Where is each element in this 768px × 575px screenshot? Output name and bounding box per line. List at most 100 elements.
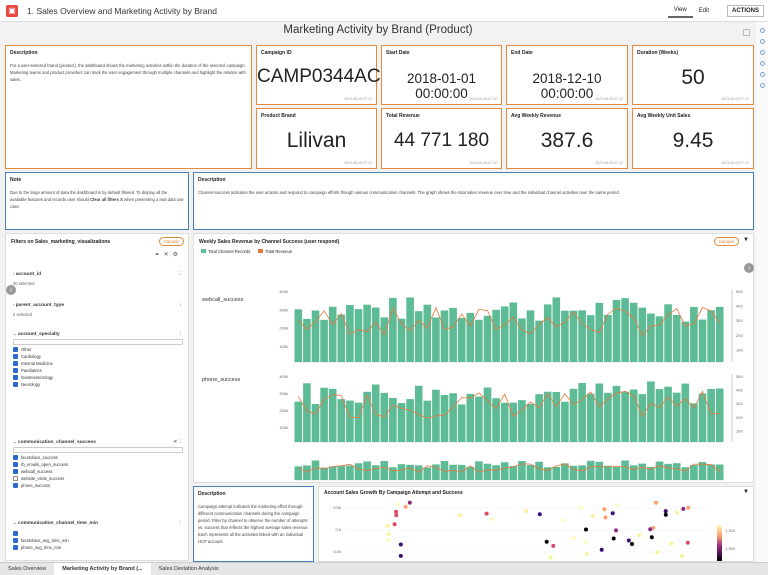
account-point xyxy=(614,528,618,533)
channel-bar xyxy=(466,312,475,362)
more-icon[interactable]: ⋮ xyxy=(178,302,184,307)
channel-option[interactable]: phone_success xyxy=(13,483,183,488)
nav-dot[interactable] xyxy=(759,72,765,77)
channel-bar xyxy=(621,460,629,480)
specialty-option[interactable]: Cardiology xyxy=(13,354,183,359)
facet-account-id[interactable]: › account_id ⋮ 30 selected xyxy=(13,271,183,286)
channel-bar xyxy=(690,306,698,362)
facet-parent-account-type[interactable]: › parent_account_type ⋮ 2 selected xyxy=(13,302,183,317)
channel-bar xyxy=(552,392,561,442)
actions-button[interactable]: ACTIONS xyxy=(727,4,764,17)
channel-bar xyxy=(655,461,664,480)
specialty-option[interactable]: Other xyxy=(13,347,183,352)
tab-sales-deviation[interactable]: Sales Deviation Analysis xyxy=(158,566,219,572)
filter-icon[interactable]: ▼ xyxy=(743,237,749,243)
more-icon[interactable]: ⋮ xyxy=(178,331,184,336)
checkbox[interactable] xyxy=(13,455,18,460)
channel-bar xyxy=(518,461,526,480)
channel-bar xyxy=(664,463,672,480)
account-point xyxy=(679,554,684,558)
tab-marketing-activity[interactable]: Marketing Activity by Brand (... xyxy=(54,563,151,575)
channel-bar xyxy=(698,319,707,362)
option-label: phone_avg_time_min xyxy=(21,545,62,550)
filter-toolbar-icons[interactable]: ⚭✕⚙ xyxy=(154,252,182,258)
facet-actions[interactable]: ✕ ⋮ xyxy=(173,439,183,444)
filter-icon[interactable]: ▼ xyxy=(743,489,749,495)
kpi-timestamp: 2023-06-05 07:12 xyxy=(721,97,749,101)
channel-bar xyxy=(612,299,621,362)
channel-bar xyxy=(466,393,475,442)
checkbox[interactable] xyxy=(13,361,18,366)
scatter-chart-panel: Account Sales Growth By Campaign Attempt… xyxy=(318,486,754,562)
facet-search-input[interactable] xyxy=(13,339,183,345)
checkbox[interactable] xyxy=(13,483,18,488)
channel-bar xyxy=(320,319,328,362)
checkbox[interactable] xyxy=(13,531,18,536)
checkbox[interactable] xyxy=(13,545,18,550)
specialty-option[interactable]: Neurology xyxy=(13,382,183,387)
nav-dot[interactable] xyxy=(759,50,765,55)
nav-dot[interactable] xyxy=(759,39,765,44)
nav-dot[interactable] xyxy=(759,83,765,88)
sample-badge[interactable]: Sample xyxy=(158,237,184,246)
checkbox[interactable] xyxy=(13,347,18,352)
account-point xyxy=(648,527,653,532)
channel-option[interactable]: rb_emails_open_success xyxy=(13,462,183,467)
channel-bar xyxy=(569,310,578,362)
channel-bar xyxy=(586,460,595,480)
view-tab[interactable]: View xyxy=(667,4,693,18)
facet-selected-count: 30 selected xyxy=(13,281,35,286)
channel-bar xyxy=(655,316,664,362)
checkbox[interactable] xyxy=(13,382,18,387)
account-point xyxy=(551,543,556,548)
channel-bar xyxy=(535,394,543,442)
more-icon[interactable]: ⋮ xyxy=(178,520,184,525)
kpi-total-revenue: Total Revenue 44 771 180 2023-06-05 07:1… xyxy=(381,108,502,169)
channel-bar xyxy=(457,464,466,480)
next-arrow-icon[interactable]: › xyxy=(744,263,754,273)
specialty-option[interactable]: Internal Medicine xyxy=(13,361,183,366)
channel-bar xyxy=(569,465,578,480)
checkbox[interactable] xyxy=(13,469,18,474)
channel-bar xyxy=(414,385,423,442)
slide-tabs: Sales Overview Marketing Activity by Bra… xyxy=(0,562,768,575)
channel-option[interactable]: website_visits_success xyxy=(13,476,183,481)
channel-bar xyxy=(354,309,363,362)
channel-time-option[interactable]: phone_avg_time_min xyxy=(13,545,183,550)
channel-option[interactable]: facetoface_success xyxy=(13,455,183,460)
specialty-option[interactable]: Paediatrics xyxy=(13,368,183,373)
nav-dot[interactable] xyxy=(759,28,765,33)
channel-bar xyxy=(483,387,492,442)
channel-bar xyxy=(604,465,612,480)
nav-dot[interactable] xyxy=(759,61,765,66)
checkbox[interactable] xyxy=(13,538,18,543)
option-label: Paediatrics xyxy=(21,368,42,373)
facet-search-input[interactable] xyxy=(13,447,183,453)
fullscreen-icon[interactable] xyxy=(743,29,750,36)
specialty-option[interactable]: Gastroenterology xyxy=(13,375,183,380)
y2-tick-label: 500 xyxy=(736,374,743,379)
channel-bar xyxy=(509,402,518,442)
tab-sales-overview[interactable]: Sales Overview xyxy=(8,566,47,572)
select-all-checkbox[interactable] xyxy=(13,531,183,536)
channel-option[interactable]: webcall_success xyxy=(13,469,183,474)
y2-tick-label: 200 xyxy=(736,415,743,420)
channel-time-option[interactable]: facetoface_avg_time_min xyxy=(13,538,183,543)
edit-tab[interactable]: Edit xyxy=(698,7,709,14)
kpi-label: Duration (Weeks) xyxy=(637,50,679,56)
more-icon[interactable]: ⋮ xyxy=(178,271,184,276)
filters-panel: Filters on Sales_marketing_visualization… xyxy=(5,233,189,561)
checkbox[interactable] xyxy=(13,462,18,467)
checkbox[interactable] xyxy=(13,368,18,373)
y2-tick-label: 400 xyxy=(736,304,743,309)
channel-bar xyxy=(380,461,389,480)
prev-arrow-icon[interactable]: ‹ xyxy=(6,285,16,295)
note-label: Note xyxy=(10,177,22,183)
sample-badge[interactable]: Sample xyxy=(713,237,739,246)
checkbox[interactable] xyxy=(13,476,18,481)
channel-bar xyxy=(543,467,552,480)
y2-tick-label: 300 xyxy=(736,401,743,406)
channel-bar xyxy=(526,310,535,362)
checkbox[interactable] xyxy=(13,354,18,359)
checkbox[interactable] xyxy=(13,375,18,380)
